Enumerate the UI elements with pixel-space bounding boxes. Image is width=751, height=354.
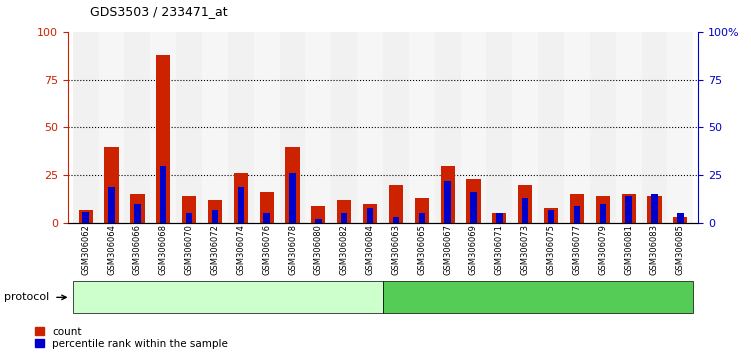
Bar <box>73 32 98 223</box>
Bar <box>590 32 616 223</box>
Bar <box>234 173 248 223</box>
Bar <box>367 208 373 223</box>
Bar <box>202 32 228 223</box>
Bar <box>596 196 610 223</box>
Bar <box>538 32 564 223</box>
Bar <box>83 212 89 223</box>
Bar <box>647 196 662 223</box>
Bar <box>389 185 403 223</box>
Bar <box>460 32 487 223</box>
Bar <box>570 194 584 223</box>
Bar <box>415 198 429 223</box>
Bar <box>285 147 300 223</box>
Bar <box>512 32 538 223</box>
Text: protocol: protocol <box>4 292 49 302</box>
Bar <box>331 32 357 223</box>
Bar <box>544 208 558 223</box>
Bar <box>496 213 502 223</box>
Bar <box>622 194 636 223</box>
Bar <box>435 32 460 223</box>
Bar <box>98 32 125 223</box>
Legend: count, percentile rank within the sample: count, percentile rank within the sample <box>35 327 228 349</box>
Bar <box>470 193 477 223</box>
Bar <box>418 213 425 223</box>
Bar <box>357 32 383 223</box>
Bar <box>574 206 580 223</box>
Bar <box>677 213 683 223</box>
Bar <box>315 219 321 223</box>
Bar <box>311 206 325 223</box>
Text: after exercise: after exercise <box>500 292 576 302</box>
Bar <box>237 187 244 223</box>
Bar <box>466 179 481 223</box>
Bar <box>599 204 606 223</box>
Bar <box>150 32 176 223</box>
Bar <box>254 32 279 223</box>
Bar <box>668 32 693 223</box>
Bar <box>156 55 170 223</box>
Bar <box>264 213 270 223</box>
Bar <box>641 32 668 223</box>
Bar <box>125 32 150 223</box>
Bar <box>673 217 687 223</box>
Bar <box>616 32 641 223</box>
Bar <box>341 213 348 223</box>
Bar <box>212 210 218 223</box>
Bar <box>108 187 115 223</box>
Bar <box>289 173 296 223</box>
Bar <box>176 32 202 223</box>
Bar <box>134 204 140 223</box>
Bar <box>492 213 506 223</box>
Bar <box>564 32 590 223</box>
Bar <box>487 32 512 223</box>
Text: GDS3503 / 233471_at: GDS3503 / 233471_at <box>90 5 228 18</box>
Bar <box>626 196 632 223</box>
Bar <box>130 194 144 223</box>
Bar <box>363 204 377 223</box>
Bar <box>337 200 351 223</box>
Bar <box>409 32 435 223</box>
Bar <box>182 196 196 223</box>
Bar <box>522 198 529 223</box>
Bar <box>383 32 409 223</box>
Bar <box>445 181 451 223</box>
Bar <box>279 32 306 223</box>
Bar <box>104 147 119 223</box>
Bar <box>393 217 399 223</box>
Bar <box>186 213 192 223</box>
Bar <box>228 32 254 223</box>
Bar <box>260 193 274 223</box>
Bar <box>518 185 532 223</box>
Bar <box>441 166 455 223</box>
Text: before exercise: before exercise <box>185 292 270 302</box>
Bar <box>306 32 331 223</box>
Bar <box>79 210 93 223</box>
Bar <box>208 200 222 223</box>
Bar <box>160 166 167 223</box>
Bar <box>651 194 658 223</box>
Bar <box>548 210 554 223</box>
